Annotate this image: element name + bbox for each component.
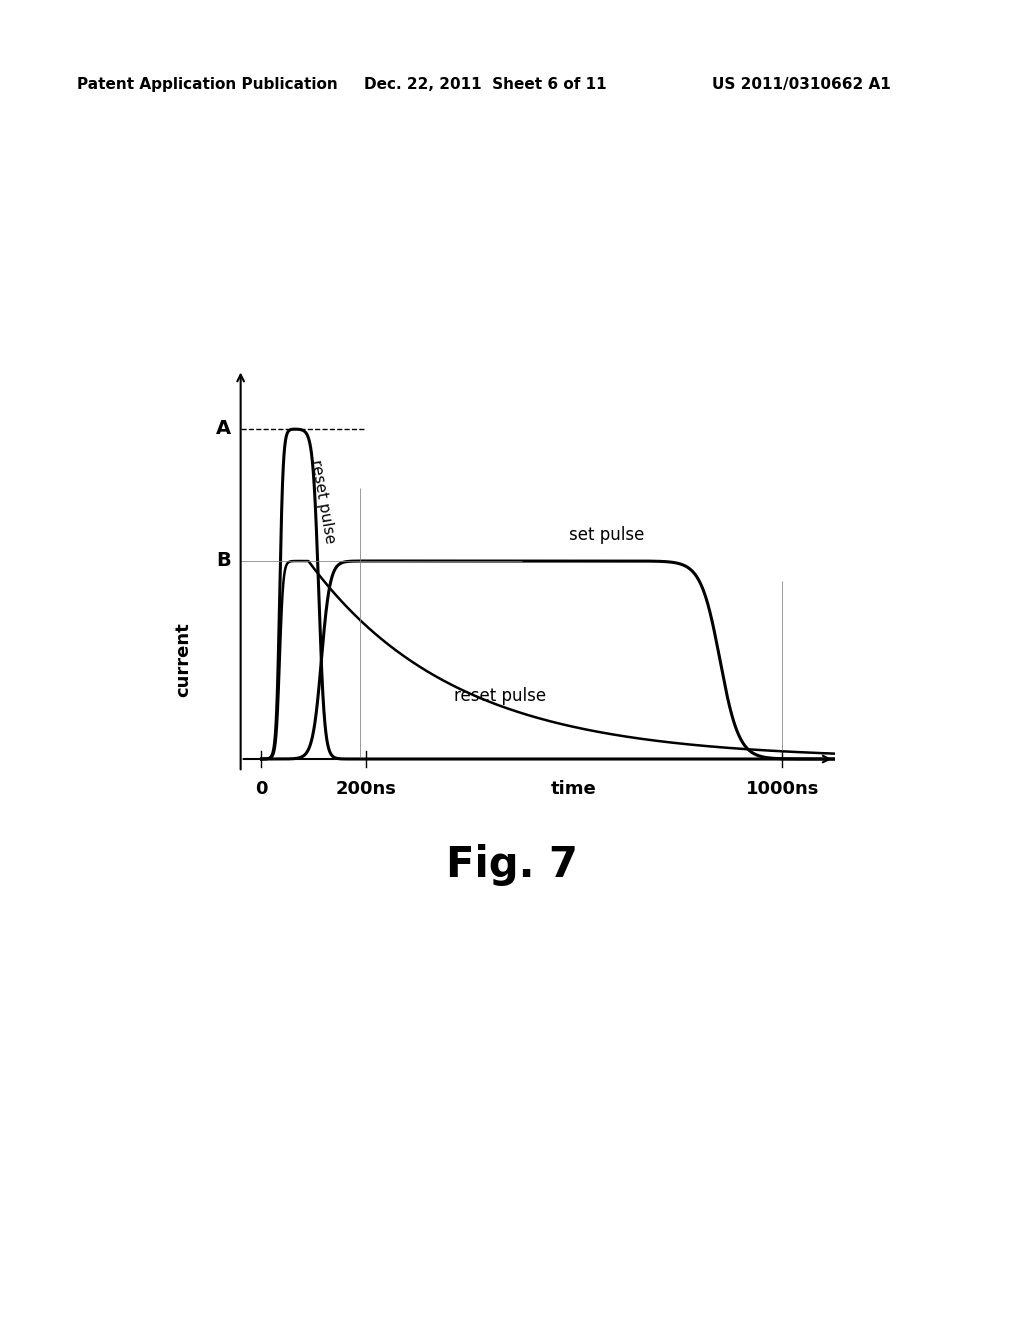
Text: A: A — [216, 420, 231, 438]
Text: 200ns: 200ns — [335, 780, 396, 799]
Text: set pulse: set pulse — [569, 525, 644, 544]
Text: Fig. 7: Fig. 7 — [446, 843, 578, 886]
Text: B: B — [216, 552, 231, 570]
Text: Dec. 22, 2011  Sheet 6 of 11: Dec. 22, 2011 Sheet 6 of 11 — [364, 77, 606, 91]
Text: 1000ns: 1000ns — [745, 780, 819, 799]
Text: Patent Application Publication: Patent Application Publication — [77, 77, 338, 91]
Text: 0: 0 — [255, 780, 267, 799]
Text: reset pulse: reset pulse — [455, 688, 547, 705]
Text: time: time — [551, 780, 597, 799]
Text: current: current — [174, 623, 193, 697]
Text: reset pulse: reset pulse — [308, 458, 338, 545]
Text: US 2011/0310662 A1: US 2011/0310662 A1 — [712, 77, 891, 91]
